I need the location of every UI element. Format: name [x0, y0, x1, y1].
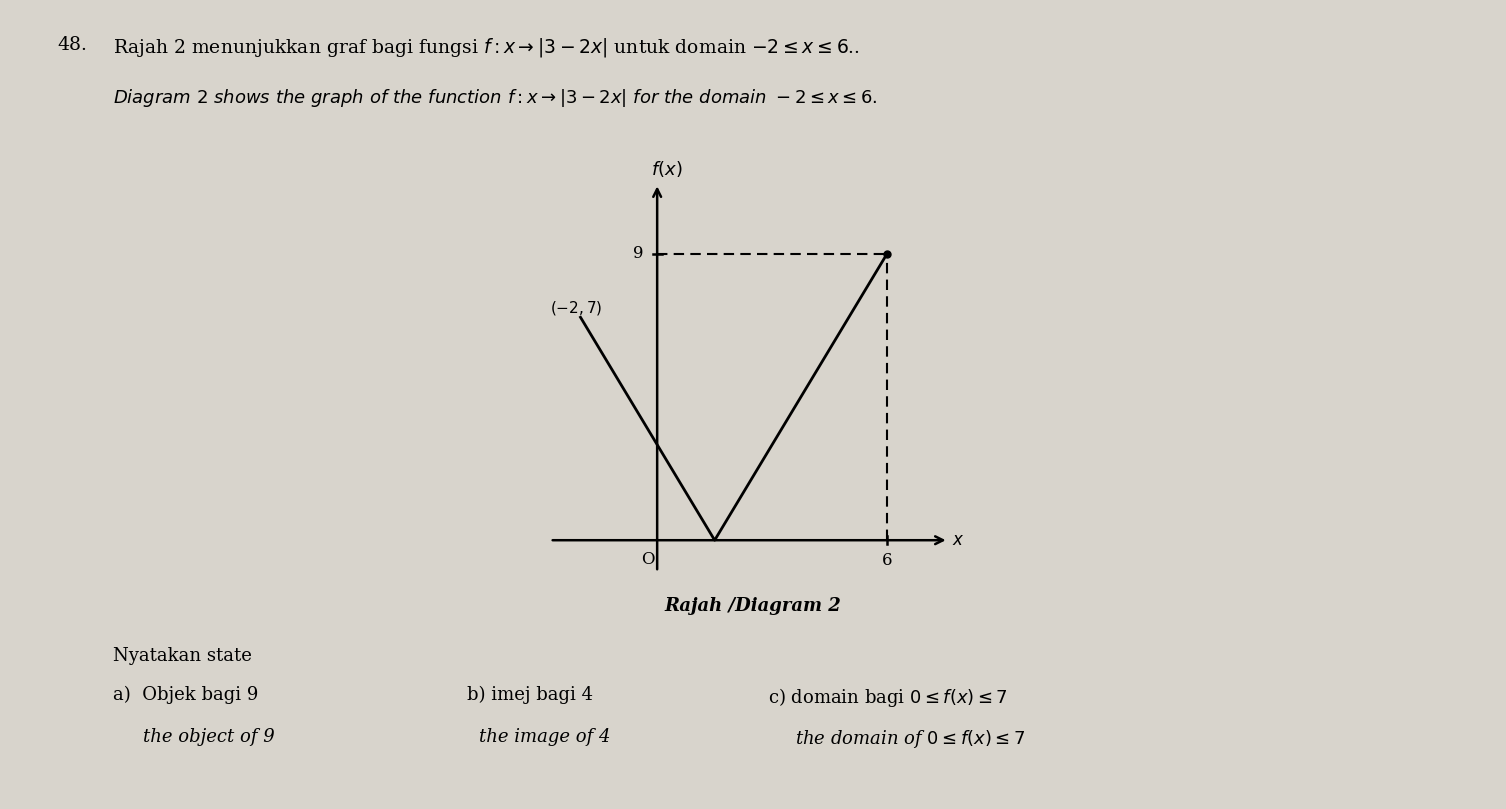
Text: $(-2, 7)$: $(-2, 7)$ — [550, 299, 602, 316]
Text: 6: 6 — [883, 553, 893, 570]
Text: 9: 9 — [633, 245, 643, 262]
Text: $f(x)$: $f(x)$ — [652, 159, 682, 179]
Text: $Diagram\ 2\ shows\ the\ graph\ of\ the\ function\ f: x \rightarrow |3-2x|\ for\: $Diagram\ 2\ shows\ the\ graph\ of\ the\… — [113, 87, 878, 108]
Text: the image of 4: the image of 4 — [479, 728, 610, 746]
Text: Rajah 2 menunjukkan graf bagi fungsi $f: x \rightarrow |3 - 2x|$ untuk domain $-: Rajah 2 menunjukkan graf bagi fungsi $f:… — [113, 36, 860, 59]
Text: b) imej bagi 4: b) imej bagi 4 — [467, 686, 593, 705]
Text: the object of 9: the object of 9 — [143, 728, 274, 746]
Text: O: O — [642, 551, 654, 568]
Text: a)  Objek bagi 9: a) Objek bagi 9 — [113, 686, 259, 705]
Text: the domain of $0 \leq f(x) \leq 7$: the domain of $0 \leq f(x) \leq 7$ — [795, 728, 1026, 750]
Text: Rajah /Diagram 2: Rajah /Diagram 2 — [664, 597, 842, 615]
Text: c) domain bagi $0 \leq f(x) \leq 7$: c) domain bagi $0 \leq f(x) \leq 7$ — [768, 686, 1008, 709]
Text: $x$: $x$ — [952, 532, 965, 549]
Text: 48.: 48. — [57, 36, 87, 54]
Text: Nyatakan state: Nyatakan state — [113, 647, 252, 665]
